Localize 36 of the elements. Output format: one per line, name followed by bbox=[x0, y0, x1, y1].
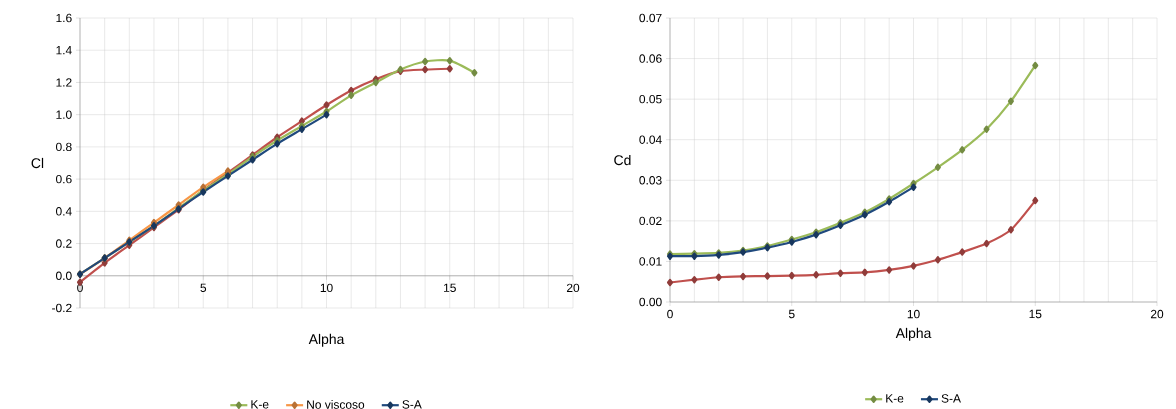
y-tick-label: 0.03 bbox=[639, 176, 662, 185]
y-tick-label: 1.4 bbox=[56, 46, 72, 55]
y-tick-label: 0.01 bbox=[639, 257, 662, 266]
x-axis-title: Alpha bbox=[308, 333, 345, 347]
x-tick-label: 20 bbox=[1150, 309, 1164, 319]
x-tick-label: 15 bbox=[444, 283, 456, 292]
legend-label: K-e bbox=[886, 394, 904, 403]
y-tick-label: 0.6 bbox=[56, 174, 72, 184]
y-tick-label: -0.2 bbox=[52, 303, 72, 313]
x-tick-label: 10 bbox=[907, 309, 920, 319]
y-tick-label: 0.04 bbox=[639, 135, 662, 144]
y-tick-label: 0.8 bbox=[56, 142, 72, 152]
y-tick-label: 1.0 bbox=[56, 110, 72, 119]
legend-label: S-A bbox=[402, 400, 422, 409]
y-axis-title: Cl bbox=[31, 157, 44, 169]
y-tick-label: 0.2 bbox=[56, 239, 72, 248]
x-tick-label: 20 bbox=[566, 283, 580, 293]
y-tick-label: 0.00 bbox=[639, 297, 662, 307]
y-tick-label: 0.06 bbox=[639, 54, 662, 63]
y-tick-label: 1.2 bbox=[56, 78, 72, 87]
y-tick-label: 0.02 bbox=[639, 216, 662, 226]
y-tick-label: 0.05 bbox=[639, 94, 662, 104]
y-tick-label: 0.4 bbox=[56, 207, 72, 216]
x-tick-label: 15 bbox=[1029, 309, 1042, 319]
legend-label: K-e bbox=[251, 400, 269, 409]
legend-label: S-A bbox=[941, 394, 961, 403]
x-axis-title: Alpha bbox=[895, 327, 932, 341]
x-tick-label: 0 bbox=[667, 309, 673, 319]
legend-label: No viscoso bbox=[307, 400, 365, 409]
y-tick-label: 1.6 bbox=[56, 13, 72, 23]
y-tick-label: 0.0 bbox=[56, 271, 72, 280]
x-tick-label: 5 bbox=[788, 309, 795, 319]
x-tick-label: 5 bbox=[200, 283, 207, 292]
x-tick-label: 10 bbox=[320, 283, 333, 293]
y-tick-label: 0.07 bbox=[639, 13, 662, 23]
y-axis-title: Cd bbox=[614, 154, 631, 166]
